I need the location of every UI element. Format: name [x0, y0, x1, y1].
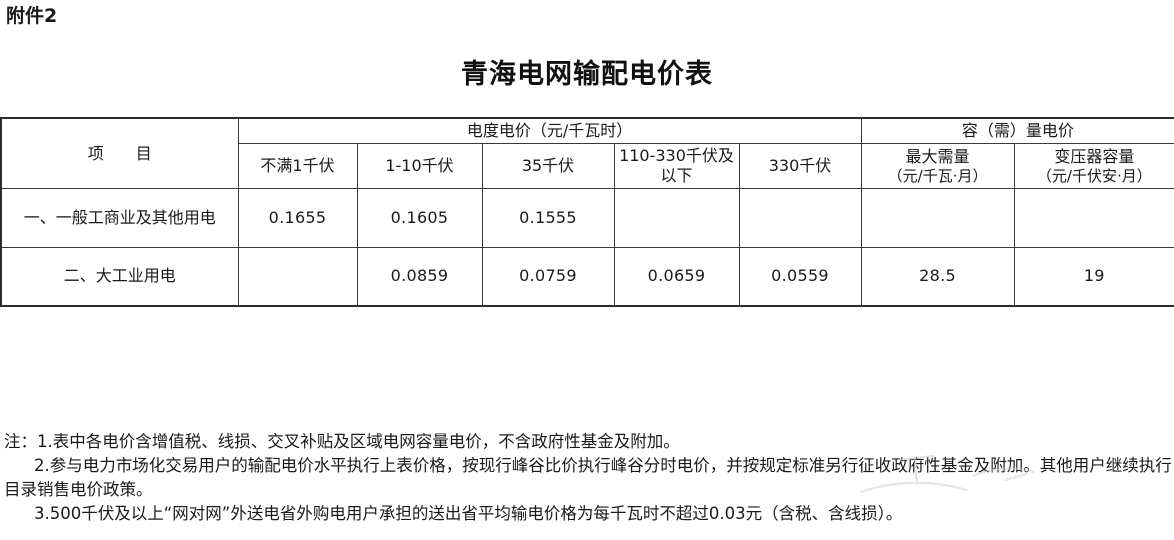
page-title: 青海电网输配电价表	[461, 59, 713, 90]
header-col-1-10kv: 1-10千伏	[356, 143, 483, 189]
cell-r0-c2: 0.1555	[481, 188, 615, 248]
header-col-110-330kv-label: 110-330千伏及以下	[619, 146, 734, 185]
cell-r1-c4: 0.0559	[738, 247, 862, 307]
cell-r0-c6	[1013, 188, 1174, 248]
table-header-column-row: 不满1千伏 1-10千伏 35千伏 110-330千伏及以下 330千伏 最大需…	[1, 143, 1174, 189]
table-header-group-row: 项 目 电度电价（元/千瓦时） 容（需）量电价	[0, 117, 1174, 189]
header-item-label: 项 目	[87, 143, 152, 163]
cell-r1-c1: 0.0859	[356, 247, 483, 307]
cell-r1-c0	[237, 247, 358, 307]
note-3-text: 3.500千伏及以上“网对网”外送电省外购电用户承担的送出省平均输电价格为每千瓦…	[34, 504, 903, 523]
row-label-general-commercial: 一、一般工商业及其他用电	[0, 188, 239, 248]
price-table: 项 目 电度电价（元/千瓦时） 容（需）量电价 不满1千伏 1-10千伏 35千…	[0, 117, 1174, 307]
header-col-110-330kv: 110-330千伏及以下	[613, 143, 740, 189]
header-col-transformer-capacity-label: 变压器容量	[1054, 146, 1135, 166]
header-item-column: 项 目	[0, 117, 239, 189]
cell-r1-c3: 0.0659	[613, 247, 740, 307]
header-group-energy-price: 电度电价（元/千瓦时）	[237, 117, 862, 144]
cell-r0-c1: 0.1605	[356, 188, 483, 248]
header-col-330kv: 330千伏	[738, 143, 862, 189]
header-col-35kv-label: 35千伏	[521, 156, 575, 175]
header-col-under-1kv-label: 不满1千伏	[260, 156, 335, 175]
attachment-label: 附件2	[6, 5, 58, 27]
header-col-1-10kv-label: 1-10千伏	[385, 156, 454, 175]
note-item-2: 2.参与电力市场化交易用户的输配电价水平执行上表价格，按现行峰谷比价执行峰谷分时…	[4, 454, 1172, 502]
cell-r0-c0: 0.1655	[237, 188, 358, 248]
row-label-large-industrial: 二、大工业用电	[0, 247, 239, 307]
cell-r0-c3	[613, 188, 740, 248]
note-item-1: 注：1.表中各电价含增值税、线损、交叉补贴及区域电网容量电价，不含政府性基金及附…	[4, 430, 1172, 454]
cell-r1-c5: 28.5	[860, 247, 1015, 307]
cell-r1-c6: 19	[1013, 247, 1174, 307]
header-col-transformer-capacity-unit: （元/千伏安·月）	[1036, 166, 1152, 185]
cell-r1-c2: 0.0759	[481, 247, 615, 307]
header-col-under-1kv: 不满1千伏	[237, 143, 358, 189]
notes-block: 注：1.表中各电价含增值税、线损、交叉补贴及区域电网容量电价，不含政府性基金及附…	[4, 430, 1172, 526]
header-col-transformer-capacity: 变压器容量 （元/千伏安·月）	[1013, 143, 1174, 189]
table-row: 二、大工业用电 0.0859 0.0759 0.0659 0.0559 28.5…	[0, 247, 1174, 307]
header-col-330kv-label: 330千伏	[768, 156, 832, 175]
header-col-max-demand-label: 最大需量	[905, 146, 970, 166]
header-col-max-demand-unit: （元/千瓦·月）	[887, 166, 988, 185]
table-row: 一、一般工商业及其他用电 0.1655 0.1605 0.1555	[0, 188, 1174, 248]
note-1-text: 1.表中各电价含增值税、线损、交叉补贴及区域电网容量电价，不含政府性基金及附加。	[37, 432, 680, 451]
header-col-max-demand: 最大需量 （元/千瓦·月）	[860, 143, 1015, 189]
header-col-35kv: 35千伏	[481, 143, 615, 189]
header-group-capacity-price: 容（需）量电价	[860, 117, 1174, 144]
note-2-text: 2.参与电力市场化交易用户的输配电价水平执行上表价格，按现行峰谷比价执行峰谷分时…	[4, 456, 1172, 499]
notes-prefix: 注：	[4, 432, 37, 451]
cell-r0-c5	[860, 188, 1015, 248]
cell-r0-c4	[738, 188, 862, 248]
note-item-3: 3.500千伏及以上“网对网”外送电省外购电用户承担的送出省平均输电价格为每千瓦…	[4, 502, 1172, 526]
